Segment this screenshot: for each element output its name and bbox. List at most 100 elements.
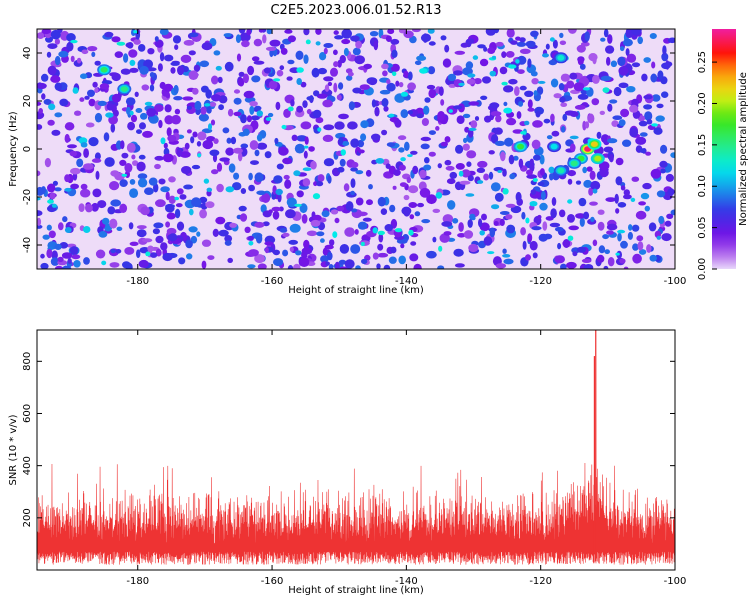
heatmap-blob	[452, 218, 459, 224]
snr-plot-area	[37, 330, 675, 565]
heatmap-blob	[361, 258, 368, 264]
heatmap-blob	[47, 119, 55, 126]
heatmap-blob	[136, 129, 142, 135]
heatmap-blob	[357, 221, 368, 230]
heatmap-blob	[397, 135, 407, 141]
heatmap-blob	[209, 102, 217, 107]
heatmap-blob	[295, 250, 302, 256]
heatmap-blob	[617, 202, 627, 208]
heatmap-blob	[140, 112, 148, 120]
heatmap-blob	[614, 193, 619, 204]
heatmap-blob	[140, 206, 150, 216]
heatmap-blob	[479, 222, 490, 232]
heatmap-blob	[177, 65, 185, 76]
heatmap-blob	[73, 260, 81, 268]
heatmap-blob	[427, 66, 436, 75]
heatmap-blob	[244, 226, 251, 233]
heatmap-blob	[133, 39, 141, 45]
heatmap-blob	[440, 35, 447, 41]
heatmap-blob	[344, 259, 355, 269]
heatmap-blob	[559, 40, 567, 46]
heatmap-blob	[560, 263, 567, 269]
heatmap-blob	[373, 40, 379, 51]
heatmap-blob	[273, 258, 284, 267]
heatmap-blob	[620, 46, 625, 52]
heatmap-blob	[375, 158, 385, 164]
heatmap-blob	[316, 231, 325, 237]
heatmap-blob	[499, 66, 508, 75]
heatmap-blob	[576, 44, 586, 53]
heatmap-blob	[47, 43, 58, 49]
heatmap-blob	[527, 233, 533, 243]
heatmap-blob	[310, 160, 317, 170]
heatmap-blob	[197, 131, 207, 141]
snr-x-tick-label: -120	[529, 576, 552, 587]
heatmap-blob	[78, 203, 85, 213]
heatmap-blob	[267, 112, 274, 118]
heatmap-blob	[372, 227, 378, 234]
heatmap-blob	[174, 44, 179, 50]
heatmap-blob	[125, 262, 133, 269]
heatmap-blob	[582, 87, 591, 91]
heatmap-blob	[191, 164, 201, 170]
heatmap-blob	[147, 48, 155, 55]
heatmap-blob	[470, 120, 478, 129]
heatmap-blob	[410, 241, 417, 246]
heatmap-blob	[334, 217, 340, 224]
heatmap-blob	[504, 137, 514, 147]
heatmap-blob	[163, 142, 168, 149]
heatmap-blob	[159, 29, 169, 36]
heatmap-blob	[416, 55, 427, 61]
heatmap-blob	[163, 83, 174, 92]
heatmap-blob	[432, 236, 437, 243]
heatmap-blob	[343, 183, 350, 192]
heatmap-blob	[473, 78, 482, 85]
heatmap-blob	[531, 226, 542, 231]
heatmap-blob	[359, 84, 370, 90]
heatmap-blob	[155, 235, 164, 244]
heatmap-blob	[80, 188, 91, 198]
heatmap-blob	[557, 242, 562, 250]
heatmap-blob	[597, 221, 605, 231]
heatmap-blob	[160, 242, 168, 251]
heatmap-blob	[368, 184, 373, 190]
heatmap-blob	[354, 55, 366, 65]
heatmap-blob	[54, 243, 62, 250]
heatmap-blob	[386, 82, 396, 92]
heatmap-blob	[189, 32, 199, 38]
heatmap-blob	[160, 186, 170, 193]
heatmap-blob	[583, 211, 590, 220]
heatmap-blob	[74, 110, 82, 116]
heatmap-blob	[212, 228, 219, 237]
heatmap-blob	[480, 95, 488, 101]
heatmap-blob	[129, 110, 134, 116]
heatmap-blob	[398, 147, 405, 153]
heatmap-blob	[510, 40, 518, 45]
colorbar-tick-label: 0.00	[697, 258, 708, 280]
heatmap-blob	[583, 264, 594, 269]
heatmap-blob	[110, 170, 120, 177]
heatmap-blob	[355, 170, 364, 175]
heatmap-blob	[637, 36, 643, 45]
heatmap-hotspot	[570, 160, 578, 167]
heatmap-blob	[600, 37, 606, 42]
heatmap-blob	[467, 219, 473, 228]
heatmap-blob	[358, 149, 365, 154]
heatmap-blob	[138, 154, 146, 160]
heatmap-blob	[202, 139, 214, 150]
heatmap-blob	[138, 44, 146, 52]
heatmap-blob	[80, 142, 88, 148]
heatmap-blob	[665, 61, 673, 67]
heatmap-blob	[249, 105, 255, 115]
heatmap-blob	[128, 49, 138, 58]
heatmap-blob	[590, 216, 595, 222]
heatmap-blob	[437, 111, 445, 121]
heatmap-blob	[491, 55, 497, 60]
heatmap-blob	[64, 133, 70, 143]
heatmap-blob	[328, 264, 334, 269]
heatmap-blob	[667, 188, 675, 196]
heatmap-blob	[484, 115, 492, 123]
heatmap-blob	[662, 45, 667, 56]
heatmap-blob	[97, 100, 107, 106]
heatmap-blob	[276, 69, 284, 77]
